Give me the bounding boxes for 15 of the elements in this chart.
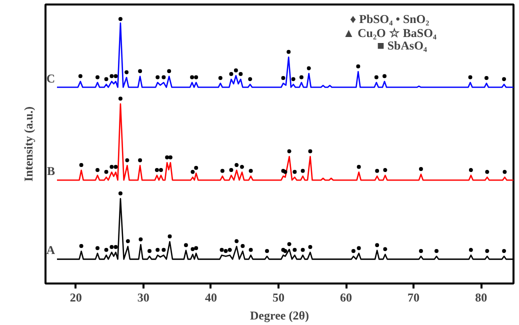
x-tick-label: 20 [70,290,82,304]
annotation: ▲ Cu₂O ☆ BaSO₄ [342,26,437,40]
x-tick-label: 30 [137,290,150,304]
series-label: C [46,71,55,86]
y-axis-title: Intensity (a.u.) [22,106,36,182]
series-label: B [46,164,55,178]
x-tick-label: 60 [340,290,352,304]
x-tick-label: 70 [408,290,420,304]
series-label: A [46,243,56,258]
x-axis-title: Degree (2θ) [250,308,310,322]
annotation: ■ SbAsO₄ [377,38,428,52]
x-tick-label: 40 [204,290,217,304]
annotation: ♦ PbSO₄ • SnO₂ [350,12,430,26]
x-tick-label: 50 [272,290,284,304]
x-tick-label: 80 [475,290,488,304]
